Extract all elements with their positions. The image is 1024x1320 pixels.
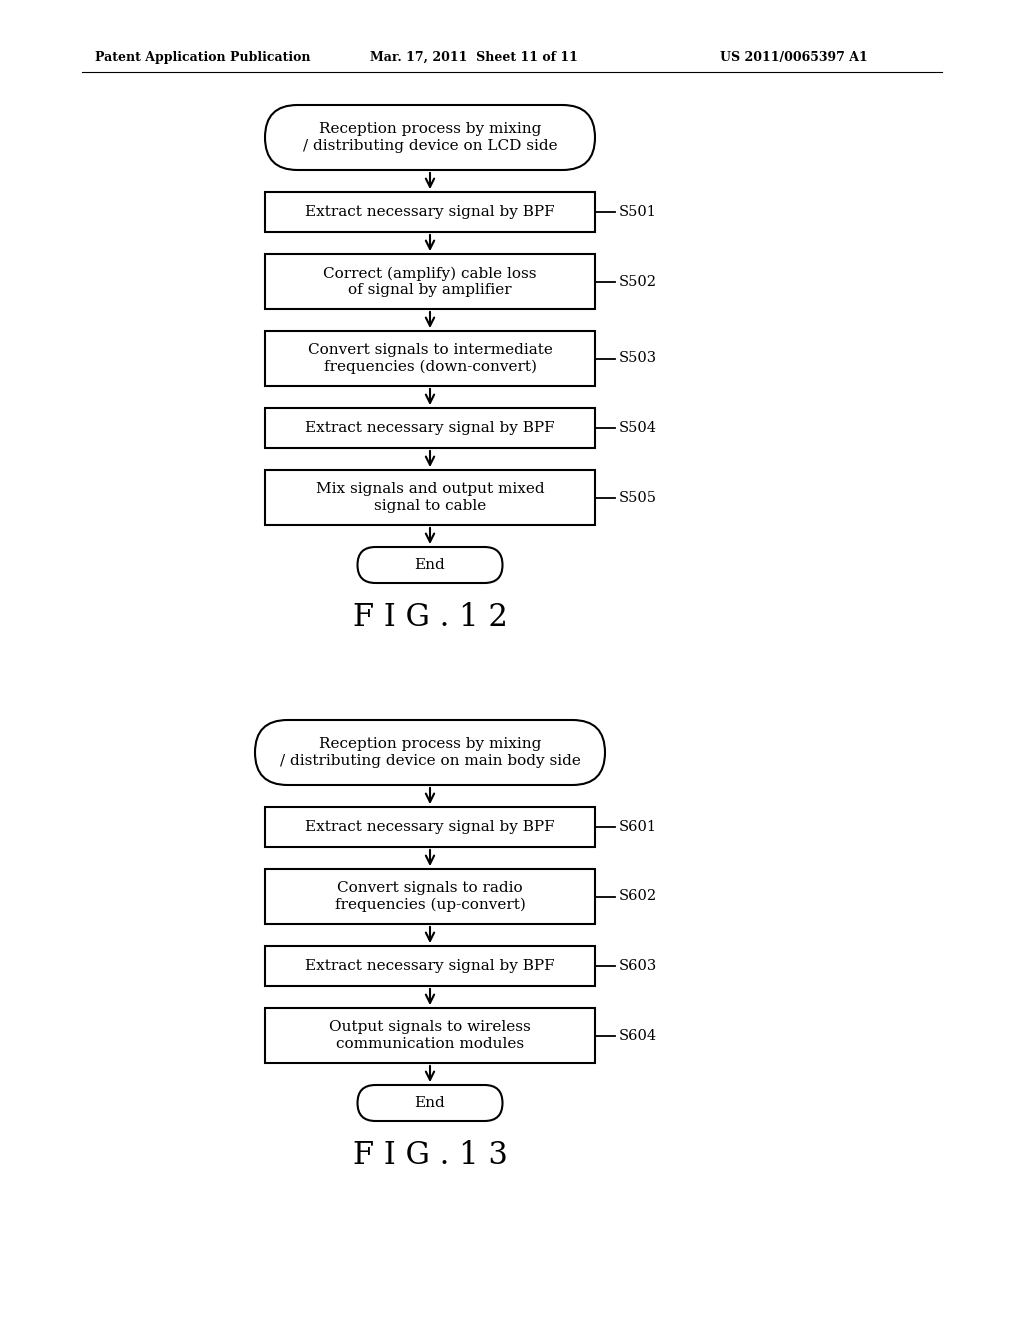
- Text: S505: S505: [618, 491, 657, 504]
- Bar: [265, 807, 595, 847]
- Text: Extract necessary signal by BPF: Extract necessary signal by BPF: [305, 960, 555, 973]
- Text: S502: S502: [618, 275, 657, 289]
- Text: Extract necessary signal by BPF: Extract necessary signal by BPF: [305, 421, 555, 436]
- Text: Patent Application Publication: Patent Application Publication: [95, 50, 310, 63]
- Text: S602: S602: [618, 890, 657, 903]
- Text: S503: S503: [618, 351, 657, 366]
- FancyBboxPatch shape: [357, 546, 503, 583]
- Text: Convert signals to radio
frequencies (up-convert): Convert signals to radio frequencies (up…: [335, 882, 525, 912]
- Text: Mix signals and output mixed
signal to cable: Mix signals and output mixed signal to c…: [315, 482, 545, 512]
- Text: US 2011/0065397 A1: US 2011/0065397 A1: [720, 50, 867, 63]
- Text: Extract necessary signal by BPF: Extract necessary signal by BPF: [305, 820, 555, 834]
- Bar: [265, 470, 595, 525]
- Text: Mar. 17, 2011  Sheet 11 of 11: Mar. 17, 2011 Sheet 11 of 11: [370, 50, 578, 63]
- Text: Reception process by mixing
/ distributing device on main body side: Reception process by mixing / distributi…: [280, 738, 581, 768]
- Text: Correct (amplify) cable loss
of signal by amplifier: Correct (amplify) cable loss of signal b…: [324, 267, 537, 297]
- FancyBboxPatch shape: [265, 106, 595, 170]
- Text: Extract necessary signal by BPF: Extract necessary signal by BPF: [305, 205, 555, 219]
- FancyBboxPatch shape: [255, 719, 605, 785]
- Text: F I G . 1 3: F I G . 1 3: [352, 1140, 508, 1172]
- Bar: [265, 408, 595, 447]
- Text: S604: S604: [618, 1028, 657, 1043]
- Bar: [265, 191, 595, 232]
- Text: Output signals to wireless
communication modules: Output signals to wireless communication…: [329, 1020, 530, 1051]
- Text: S501: S501: [618, 205, 656, 219]
- Bar: [265, 253, 595, 309]
- Text: S601: S601: [618, 820, 657, 834]
- Text: S504: S504: [618, 421, 657, 436]
- Bar: [265, 869, 595, 924]
- FancyBboxPatch shape: [357, 1085, 503, 1121]
- Text: End: End: [415, 1096, 445, 1110]
- Bar: [265, 946, 595, 986]
- Bar: [265, 1008, 595, 1063]
- Text: End: End: [415, 558, 445, 572]
- Text: F I G . 1 2: F I G . 1 2: [352, 602, 508, 634]
- Text: Reception process by mixing
/ distributing device on LCD side: Reception process by mixing / distributi…: [303, 123, 557, 153]
- Bar: [265, 331, 595, 385]
- Text: Convert signals to intermediate
frequencies (down-convert): Convert signals to intermediate frequenc…: [307, 343, 552, 374]
- Text: S603: S603: [618, 960, 657, 973]
